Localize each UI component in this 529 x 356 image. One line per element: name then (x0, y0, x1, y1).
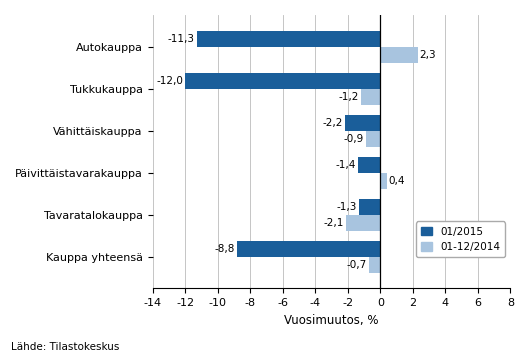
Text: -11,3: -11,3 (168, 33, 195, 43)
Bar (185, 73, 380, 89)
Text: -2,2: -2,2 (322, 118, 343, 128)
Bar (358, 157, 380, 173)
X-axis label: Vuosimuutos, %: Vuosimuutos, % (284, 314, 379, 327)
Text: -0,7: -0,7 (346, 260, 367, 270)
Text: 2,3: 2,3 (419, 49, 436, 59)
Text: -1,2: -1,2 (339, 91, 359, 101)
Bar (237, 241, 380, 257)
Bar (344, 115, 380, 131)
Bar (366, 131, 380, 147)
Text: -1,4: -1,4 (335, 160, 355, 170)
Text: -8,8: -8,8 (215, 244, 235, 254)
Legend: 01/2015, 01-12/2014: 01/2015, 01-12/2014 (416, 221, 505, 257)
Text: 0,4: 0,4 (389, 176, 405, 186)
Bar (346, 215, 380, 231)
Bar (359, 199, 380, 215)
Text: -2,1: -2,1 (324, 218, 344, 228)
Bar (380, 173, 387, 189)
Bar (196, 31, 380, 47)
Bar (380, 47, 418, 63)
Bar (361, 89, 380, 105)
Bar (369, 257, 380, 273)
Text: Lähde: Tilastokeskus: Lähde: Tilastokeskus (11, 342, 119, 352)
Text: -12,0: -12,0 (156, 75, 183, 86)
Text: -1,3: -1,3 (337, 202, 357, 212)
Text: -0,9: -0,9 (343, 134, 364, 144)
